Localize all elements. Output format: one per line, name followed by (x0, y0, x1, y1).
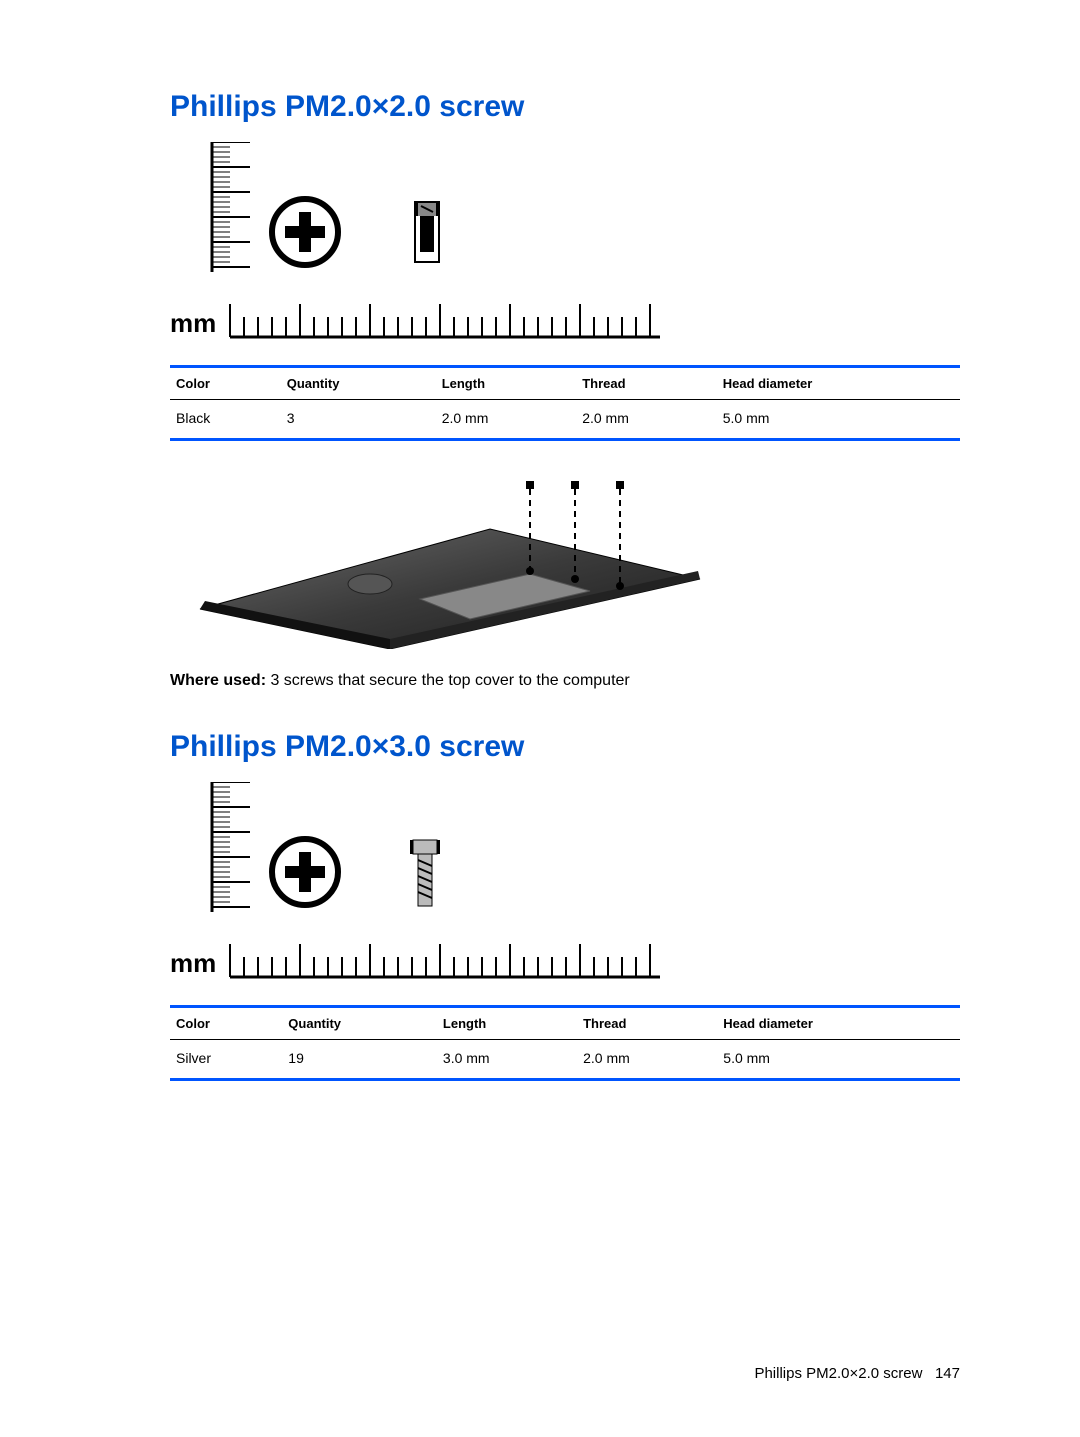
horizontal-ruler-icon: mm (170, 304, 660, 338)
screw-head-top-icon (272, 199, 338, 265)
page-content: Phillips PM2.0×2.0 screw (0, 0, 1080, 1169)
footer-title: Phillips PM2.0×2.0 screw (754, 1365, 922, 1382)
vertical-ruler-icon (212, 142, 250, 272)
cell: 2.0 mm (436, 400, 577, 440)
screw-side-icon (410, 840, 440, 906)
col-header: Color (170, 1007, 282, 1040)
table-header-row: Color Quantity Length Thread Head diamet… (170, 1007, 960, 1040)
cell: Black (170, 400, 281, 440)
mm-label: mm (170, 308, 216, 338)
screw-head-top-icon (272, 839, 338, 905)
col-header: Head diameter (717, 367, 960, 400)
screw-diagram-1: mm (170, 142, 960, 357)
table-row: Black 3 2.0 mm 2.0 mm 5.0 mm (170, 400, 960, 440)
cell: 2.0 mm (577, 1040, 717, 1080)
col-header: Thread (577, 1007, 717, 1040)
cell: 19 (282, 1040, 437, 1080)
cell: Silver (170, 1040, 282, 1080)
where-used-label: Where used: (170, 672, 266, 689)
cell: 3 (281, 400, 436, 440)
col-header: Color (170, 367, 281, 400)
table-header-row: Color Quantity Length Thread Head diamet… (170, 367, 960, 400)
vertical-ruler-icon (212, 782, 250, 912)
screw-diagram-2: mm (170, 782, 960, 997)
footer-page-number: 147 (935, 1365, 960, 1382)
table-row: Silver 19 3.0 mm 2.0 mm 5.0 mm (170, 1040, 960, 1080)
mm-label: mm (170, 948, 216, 978)
cell: 5.0 mm (717, 1040, 960, 1080)
col-header: Head diameter (717, 1007, 960, 1040)
horizontal-ruler-icon: mm (170, 944, 660, 978)
col-header: Length (436, 367, 577, 400)
cell: 3.0 mm (437, 1040, 577, 1080)
col-header: Length (437, 1007, 577, 1040)
col-header: Quantity (282, 1007, 437, 1040)
screw-side-icon (415, 202, 439, 262)
col-header: Thread (576, 367, 717, 400)
cell: 5.0 mm (717, 400, 960, 440)
computer-illustration (170, 469, 960, 654)
where-used-text: Where used: 3 screws that secure the top… (170, 672, 960, 690)
col-header: Quantity (281, 367, 436, 400)
section-title-2: Phillips PM2.0×3.0 screw (170, 730, 960, 764)
spec-table-2: Color Quantity Length Thread Head diamet… (170, 1005, 960, 1081)
page-footer: Phillips PM2.0×2.0 screw 147 (754, 1365, 960, 1382)
section-title-1: Phillips PM2.0×2.0 screw (170, 90, 960, 124)
cell: 2.0 mm (576, 400, 717, 440)
where-used-body: 3 screws that secure the top cover to th… (266, 672, 630, 689)
spec-table-1: Color Quantity Length Thread Head diamet… (170, 365, 960, 441)
